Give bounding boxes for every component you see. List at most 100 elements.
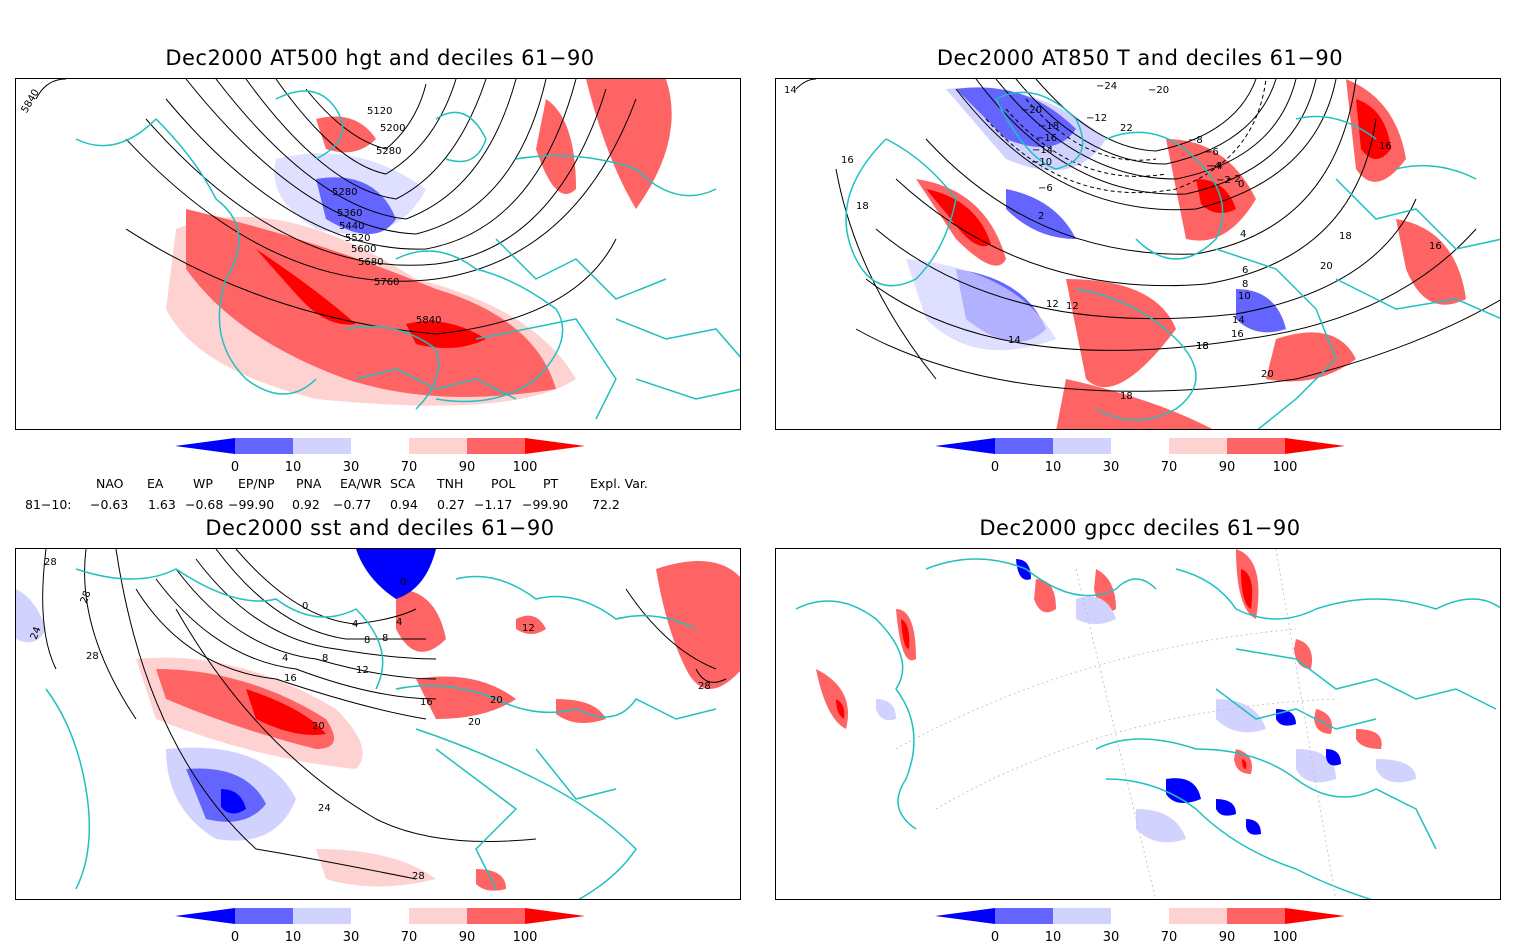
index-header: EP/NP (238, 476, 275, 491)
colorbar-tick: 30 (1102, 460, 1120, 475)
contour-label: 20 (490, 695, 503, 706)
contour-label: 16 (284, 673, 297, 684)
map-sst: 28 24 28 28 0 0 4 8 4 8 12 16 20 24 28 1… (16, 549, 740, 899)
colorbar-tick: 10 (284, 460, 302, 475)
colorbar-tick: 10 (1044, 930, 1062, 945)
colorbar-tick: 70 (400, 460, 418, 475)
colorbar-swatch (467, 908, 525, 924)
contour-label: −20 (1148, 85, 1169, 96)
colorbar-t850: 0 10 30 70 90 100 (930, 438, 1350, 478)
index-value: −1.17 (474, 497, 513, 512)
contour-label: 20 (1261, 369, 1274, 380)
contour-label: 16 (1429, 241, 1442, 252)
contour-label: 4 (396, 617, 402, 628)
index-header: NAO (96, 476, 124, 491)
contour-label: 5280 (376, 146, 401, 157)
map-gpcc (795, 549, 1500, 899)
contour-label: 12 (1046, 299, 1059, 310)
contour-label: 5840 (416, 315, 441, 326)
contour-label: −2 (1226, 174, 1241, 185)
contour-label: −10 (1031, 157, 1052, 168)
colorbar-swatch (1285, 908, 1345, 924)
colorbar-swatches (935, 438, 1345, 454)
contour-label: 28 (44, 557, 57, 568)
colorbar-tick: 90 (1218, 460, 1236, 475)
contour-label: 24 (29, 625, 44, 641)
index-header: POL (491, 476, 516, 491)
index-header: TNH (437, 476, 464, 491)
contour-label: 14 (1232, 315, 1245, 326)
colorbar-swatch (995, 908, 1053, 924)
colorbar-hgt: 0 10 30 70 90 100 (170, 438, 590, 478)
colorbar-swatch (1285, 438, 1345, 454)
colorbar-swatch (351, 438, 409, 454)
colorbar-swatches (935, 908, 1345, 924)
contour-label: −14 (1032, 145, 1053, 156)
index-header: Expl. Var. (590, 476, 648, 491)
index-header: EA/WR (340, 476, 382, 491)
contour-label: −4 (1208, 161, 1223, 172)
colorbar-swatch (467, 438, 525, 454)
colorbar-swatch (1053, 908, 1111, 924)
contour-label: 18 (1120, 391, 1133, 402)
contour-label: 12 (522, 623, 535, 634)
contour-label: 16 (841, 155, 854, 166)
contour-label: 12 (1066, 301, 1079, 312)
colorbar-tick: 70 (1160, 460, 1178, 475)
colorbar-swatch (409, 438, 467, 454)
title-t850: Dec2000 AT850 T and deciles 61−90 (936, 46, 1344, 70)
colorbar-swatch (1227, 908, 1285, 924)
contour-label: 8 (382, 633, 388, 644)
colorbar-tick: 90 (1218, 930, 1236, 945)
contour-label: 16 (1231, 329, 1244, 340)
contour-label: 5600 (351, 244, 376, 255)
index-header: PNA (296, 476, 322, 491)
index-value: −99.90 (522, 497, 569, 512)
contour-label: 24 (318, 803, 331, 814)
contour-label: 12 (356, 665, 369, 676)
contour-label: 5520 (345, 233, 370, 244)
contour-label: 5280 (332, 187, 357, 198)
index-value: 72.2 (592, 497, 620, 512)
index-value: 0.94 (390, 497, 418, 512)
colorbar-tick: 30 (342, 930, 360, 945)
contour-label: 0 (1238, 179, 1244, 190)
colorbar-swatch (935, 438, 995, 454)
map-hgt: 5840 5120 5200 5280 5280 5360 5440 5520 … (16, 79, 740, 429)
contour-label: 18 (1196, 341, 1209, 352)
contour-label: 0 (400, 577, 406, 588)
map-panel-sst: 28 24 28 28 0 0 4 8 4 8 12 16 20 24 28 1… (15, 548, 741, 900)
colorbar-swatches (175, 438, 585, 454)
colorbar-swatches (175, 908, 585, 924)
contour-label: −6 (1204, 147, 1219, 158)
title-sst: Dec2000 sst and deciles 61−90 (205, 516, 555, 540)
contour-label: 18 (856, 201, 869, 212)
contour-label: 14 (1008, 335, 1021, 346)
colorbar-swatch (1053, 438, 1111, 454)
colorbar-tick: 0 (990, 930, 1000, 945)
contour-label: −20 (1021, 105, 1042, 116)
contour-label: 28 (79, 589, 94, 605)
colorbar-swatch (175, 438, 235, 454)
contour-label: 8 (322, 653, 328, 664)
contour-label: 22 (1120, 123, 1133, 134)
colorbar-swatch (935, 908, 995, 924)
colorbar-tick: 30 (1102, 930, 1120, 945)
colorbar-swatch (409, 908, 467, 924)
contour-label: 28 (412, 871, 425, 882)
contour-label: 18 (1196, 341, 1209, 352)
colorbar-tick: 10 (284, 930, 302, 945)
colorbar-swatch (293, 908, 351, 924)
contour-label: −6 (1038, 183, 1053, 194)
colorbar-tick: 0 (230, 930, 240, 945)
index-value: 1.63 (148, 497, 176, 512)
colorbar-swatch (1111, 438, 1169, 454)
contour-label: 5760 (374, 277, 399, 288)
colorbar-swatch (525, 438, 585, 454)
colorbar-swatch (1169, 438, 1227, 454)
colorbar-sst: 0 10 30 70 90 100 (170, 908, 590, 948)
index-header: WP (193, 476, 213, 491)
contour-label: 28 (698, 681, 711, 692)
contour-label: 14 (784, 85, 797, 96)
colorbar-swatch (235, 438, 293, 454)
